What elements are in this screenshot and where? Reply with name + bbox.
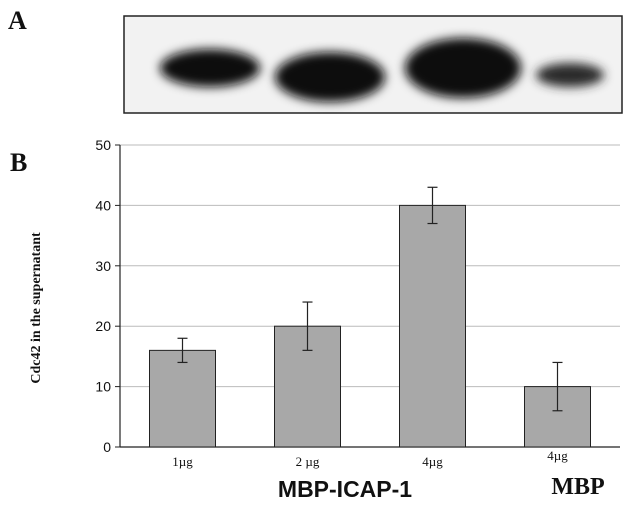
group-label-mbp-icap1: MBP-ICAP-1 <box>277 476 413 502</box>
bar <box>399 204 466 448</box>
blot-band-3 <box>405 38 521 98</box>
y-axis-label: Cdc42 in the supernatant <box>29 232 44 384</box>
western-blot <box>123 15 623 114</box>
group-label-mbp: MBP <box>551 474 605 500</box>
y-tick-label: 30 <box>95 258 111 274</box>
category-label: 4µg <box>422 454 443 469</box>
category-label: 4µg <box>547 448 568 463</box>
y-tick-label: 40 <box>95 197 111 213</box>
y-tick-label: 50 <box>95 137 111 153</box>
category-label: 1µg <box>172 454 193 469</box>
y-tick-label: 10 <box>95 379 111 395</box>
y-tick-label: 0 <box>103 439 111 455</box>
panel-a-label: A <box>8 6 27 35</box>
blot-band-1 <box>160 49 260 87</box>
panel-b-label: B <box>10 148 28 177</box>
y-tick-label: 20 <box>95 318 111 334</box>
blot-band-2 <box>275 52 385 102</box>
blot-band-4 <box>536 63 604 87</box>
category-label: 2 µg <box>296 454 320 469</box>
bar <box>149 349 216 448</box>
